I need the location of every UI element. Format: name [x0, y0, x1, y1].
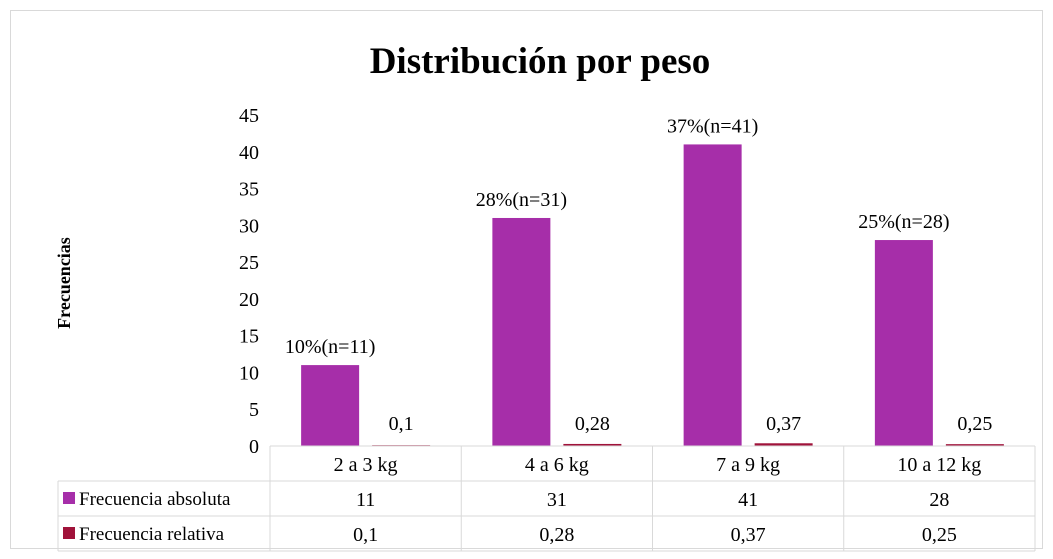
table-cell: 31: [547, 489, 567, 511]
y-axis-tick-labels: 0 5 10 15 20 25 30 35 40 45: [239, 105, 259, 458]
category-label: 2 a 3 kg: [334, 454, 398, 476]
y-tick-label: 25: [239, 252, 259, 274]
y-tick-label: 35: [239, 179, 259, 201]
data-label: 0,25: [957, 413, 992, 435]
table-cell: 0,25: [922, 524, 957, 546]
table-cell: 0,37: [731, 524, 766, 546]
category-label: 7 a 9 kg: [716, 454, 780, 476]
data-label: 25%(n=28): [858, 211, 949, 233]
y-axis-title: Frecuencias: [54, 237, 74, 329]
y-tick-label: 30: [239, 215, 259, 237]
table-cell: 0,1: [353, 524, 378, 546]
data-label: 0,37: [766, 413, 801, 435]
bars: [301, 144, 1004, 446]
data-label: 28%(n=31): [476, 189, 567, 211]
bar: [945, 444, 1004, 446]
category-label: 4 a 6 kg: [525, 454, 589, 476]
bar: [301, 365, 360, 446]
data-label: 10%(n=11): [285, 336, 376, 358]
legend-swatch: [63, 492, 75, 504]
table-cell: 28: [929, 489, 949, 511]
data-label: 37%(n=41): [667, 115, 758, 137]
bar: [683, 144, 742, 446]
table-cell: 11: [356, 489, 375, 511]
data-table: 2 a 3 kg 4 a 6 kg 7 a 9 kg 10 a 12 kg Frecue…: [57, 445, 1036, 552]
category-label: 10 a 12 kg: [897, 454, 981, 476]
bar: [874, 240, 933, 446]
legend-swatch: [63, 527, 75, 539]
y-tick-label: 10: [239, 362, 259, 384]
y-tick-label: 15: [239, 326, 259, 348]
y-tick-label: 45: [239, 105, 259, 127]
y-tick-label: 20: [239, 289, 259, 311]
table-cell: 41: [738, 489, 758, 511]
data-label: 0,28: [575, 413, 610, 435]
bar: [492, 217, 551, 446]
y-tick-label: 0: [249, 436, 259, 458]
bar: [563, 443, 622, 446]
y-tick-label: 5: [249, 399, 259, 421]
data-labels: 10%(n=11) 0,1 28%(n=31) 0,28 37%(n=41) 0,37 25…: [285, 115, 993, 435]
data-label: 0,1: [389, 413, 414, 435]
y-tick-label: 40: [239, 142, 259, 164]
series-name: Frecuencia relativa: [79, 524, 225, 545]
chart-title: Distribución por peso: [370, 41, 711, 82]
bar: [754, 443, 813, 446]
series-name: Frecuencia absoluta: [79, 489, 231, 510]
table-cell: 0,28: [539, 524, 574, 546]
